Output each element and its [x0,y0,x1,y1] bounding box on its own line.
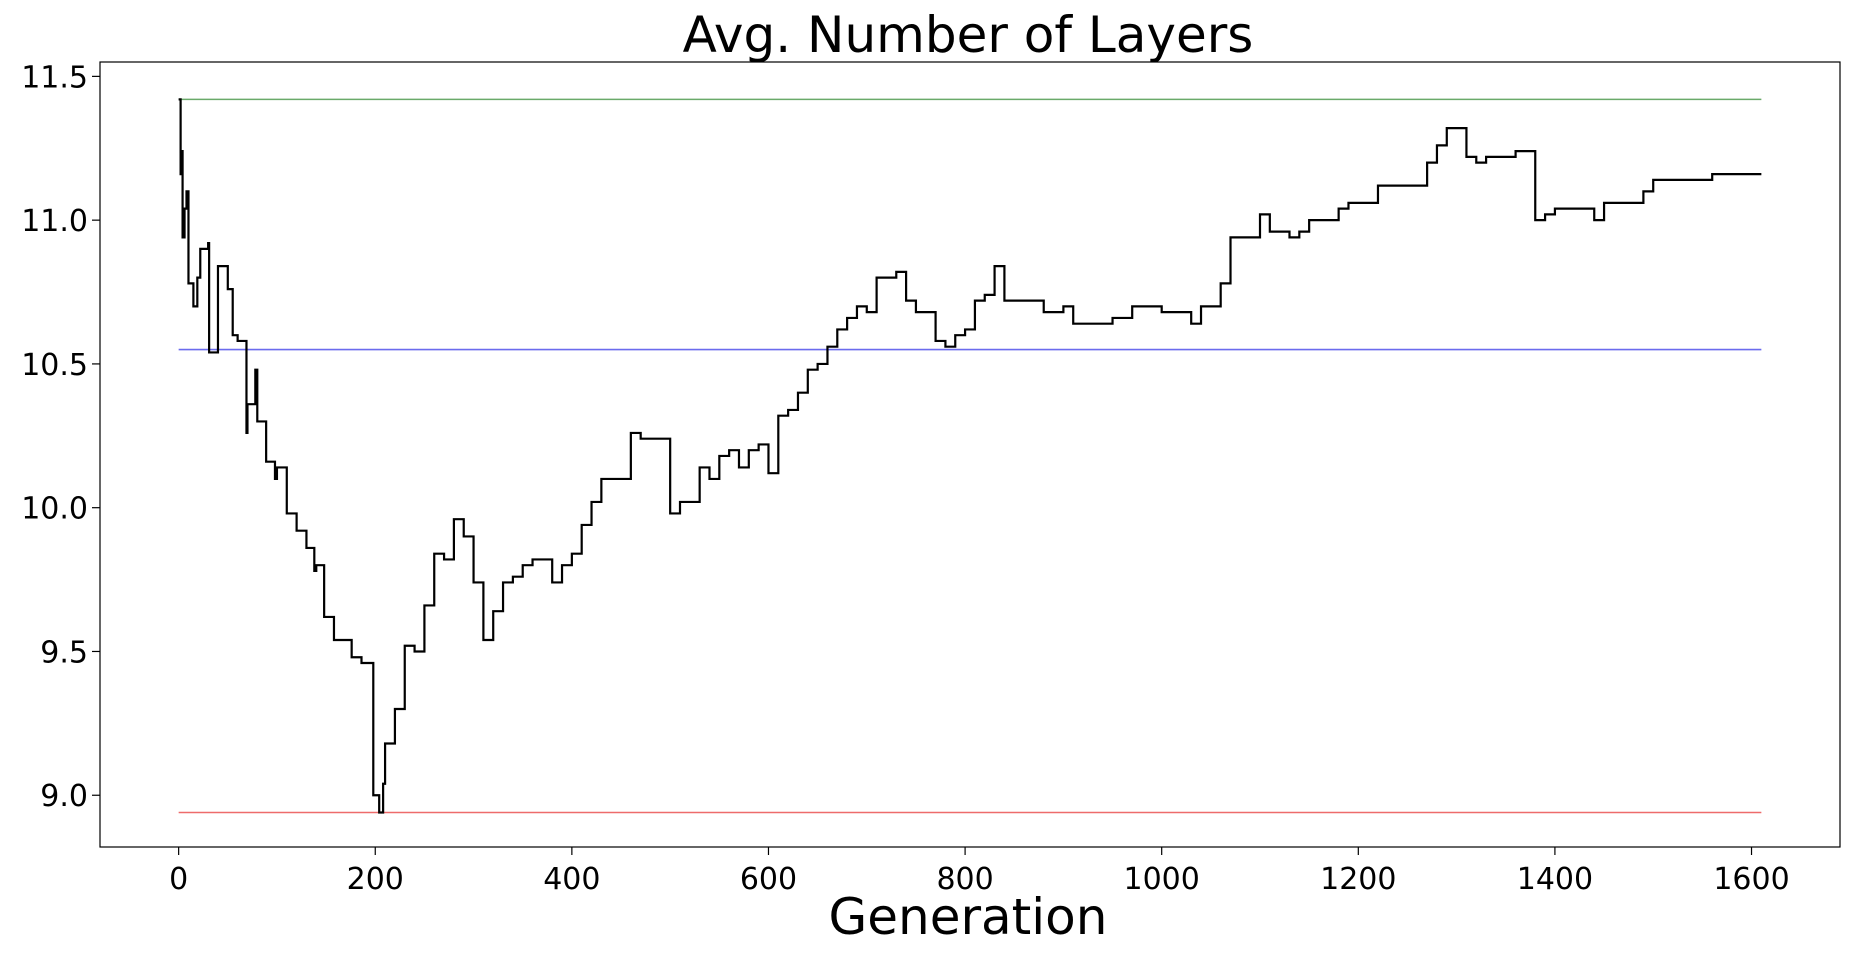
x-tick-label: 1600 [1713,862,1789,897]
y-axis: 9.0 9.5 10.0 10.5 11.0 11.5 [21,60,100,814]
x-tick-label: 200 [347,862,404,897]
x-tick-label: 1200 [1320,862,1396,897]
x-tick-label: 0 [169,862,188,897]
x-tick-label: 800 [936,862,993,897]
y-tick-label: 10.5 [21,348,88,383]
x-tick-label: 1000 [1124,862,1200,897]
x-tick-label: 400 [543,862,600,897]
y-tick-label: 11.5 [21,60,88,95]
x-tick-label: 1400 [1517,862,1593,897]
y-tick-label: 11.0 [21,204,88,239]
x-axis: 0 200 400 600 800 1000 1200 1400 1600 [169,847,1790,897]
x-tick-label: 600 [740,862,797,897]
plot-area [178,98,1762,814]
y-tick-label: 10.0 [21,492,88,527]
axes-frame [99,61,1841,848]
y-tick-label: 9.0 [40,779,88,814]
chart-title: Avg. Number of Layers [683,6,1254,64]
y-tick-label: 9.5 [40,635,88,670]
series-line-0 [178,98,1762,814]
x-axis-label: Generation [829,888,1108,946]
